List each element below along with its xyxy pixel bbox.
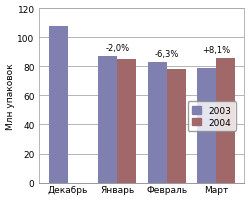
Bar [98,57,117,183]
Bar [216,58,235,183]
Bar [198,68,216,183]
Legend: 2003, 2004: 2003, 2004 [188,102,236,132]
Text: +8,1%: +8,1% [202,46,230,55]
Bar [148,63,167,183]
Y-axis label: Млн упаковок: Млн упаковок [6,63,15,129]
Bar [49,26,68,183]
Bar [167,70,186,183]
Text: -6,3%: -6,3% [154,50,179,59]
Text: -2,0%: -2,0% [105,44,129,53]
Bar [117,60,136,183]
